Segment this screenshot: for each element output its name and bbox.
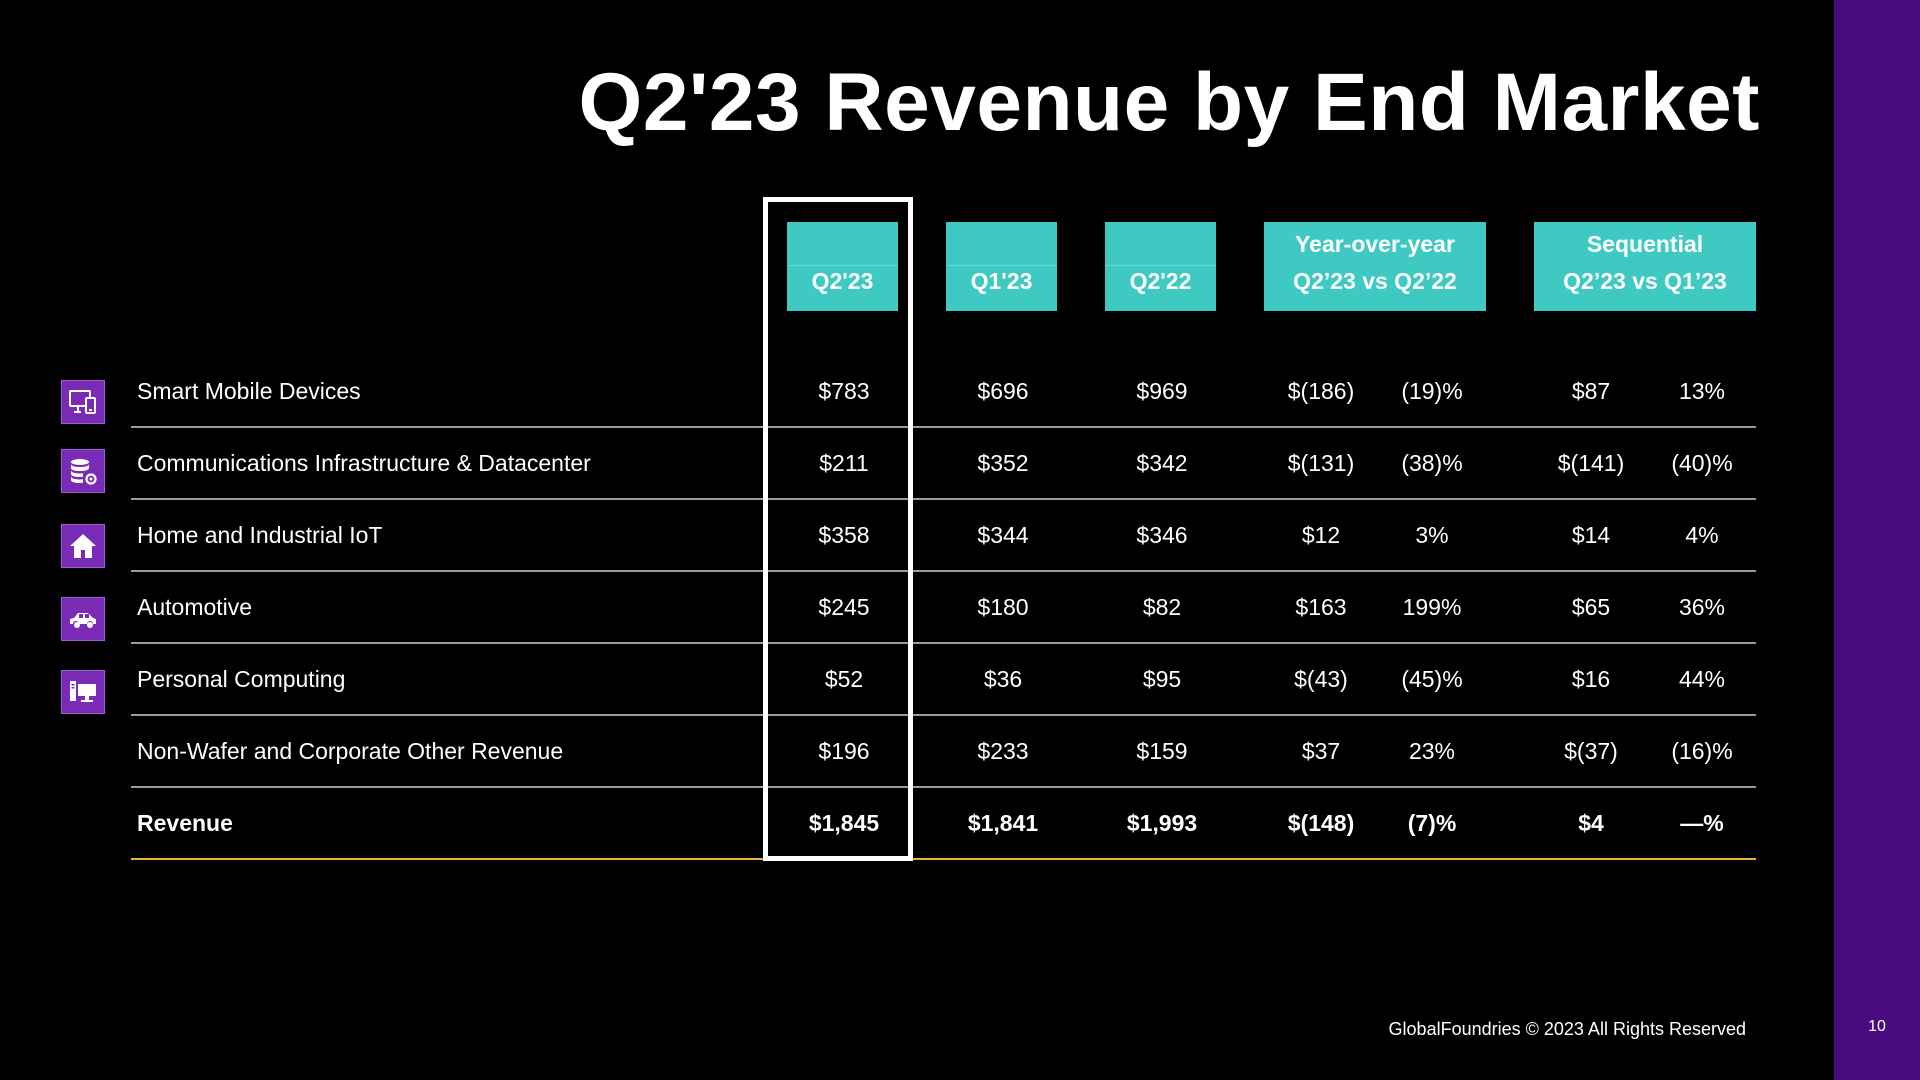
header-sequential-subtitle: Q2’23 vs Q1’23 (1563, 268, 1727, 294)
current-quarter-highlight (763, 197, 913, 861)
header-q1-23: Q1'23 (946, 222, 1057, 311)
cell-yoy-amount: $(148) (1287, 810, 1355, 836)
cell-seq-amount: $14 (1571, 522, 1611, 548)
row-divider (131, 714, 1756, 716)
cell-q2-23: $1,845 (808, 810, 880, 836)
desktop-computer-icon (61, 670, 105, 714)
table-row: Automotive $245 $180 $82 $163 199% $65 3… (0, 571, 1760, 644)
cell-q1-23: $696 (977, 378, 1029, 404)
total-underline (131, 858, 1756, 860)
row-label: Home and Industrial IoT (137, 522, 383, 548)
cell-q2-22: $82 (1142, 594, 1182, 620)
cell-seq-percent: 4% (1685, 522, 1719, 548)
cell-seq-percent: —% (1680, 810, 1724, 836)
header-yoy: Year-over-year Q2’23 vs Q2’22 (1264, 222, 1486, 311)
cell-q1-23: $180 (977, 594, 1029, 620)
cell-seq-amount: $65 (1571, 594, 1611, 620)
cell-yoy-percent: 199% (1402, 594, 1462, 620)
row-label: Automotive (137, 594, 253, 620)
cell-yoy-percent: 23% (1408, 738, 1456, 764)
cell-q2-22: $1,993 (1126, 810, 1198, 836)
cell-yoy-amount: $(43) (1294, 666, 1348, 692)
cell-q2-22: $159 (1136, 738, 1188, 764)
mobile-devices-icon (61, 380, 105, 424)
cell-q2-23: $245 (818, 594, 870, 620)
car-icon (61, 597, 105, 641)
table-row: Home and Industrial IoT $358 $344 $346 $… (0, 499, 1760, 572)
cell-yoy-percent: (45)% (1401, 666, 1463, 692)
cell-yoy-amount: $(131) (1287, 450, 1355, 476)
row-divider (131, 642, 1756, 644)
row-label: Communications Infrastructure & Datacent… (137, 450, 591, 476)
cell-q2-22: $95 (1142, 666, 1182, 692)
cell-q2-23: $358 (818, 522, 870, 548)
row-label: Personal Computing (137, 666, 346, 692)
cell-q2-22: $969 (1136, 378, 1188, 404)
header-sequential-title: Sequential (1586, 231, 1704, 257)
datacenter-icon (61, 449, 105, 493)
row-divider (131, 498, 1756, 500)
row-divider (131, 786, 1756, 788)
row-divider (131, 570, 1756, 572)
cell-seq-amount: $4 (1578, 810, 1604, 836)
page-number: 10 (1868, 1018, 1886, 1035)
cell-yoy-percent: (7)% (1407, 810, 1457, 836)
cell-q1-23: $36 (983, 666, 1023, 692)
table-row: Smart Mobile Devices $783 $696 $969 $(18… (0, 355, 1760, 428)
cell-q2-22: $346 (1136, 522, 1188, 548)
table-row: Personal Computing $52 $36 $95 $(43) (45… (0, 643, 1760, 716)
header-yoy-title: Year-over-year (1295, 231, 1455, 257)
header-yoy-subtitle: Q2’23 vs Q2’22 (1293, 268, 1457, 294)
cell-q2-23: $211 (819, 450, 869, 476)
header-sequential: Sequential Q2’23 vs Q1’23 (1534, 222, 1756, 311)
table-row: Non-Wafer and Corporate Other Revenue $1… (0, 715, 1760, 788)
cell-seq-percent: (16)% (1671, 738, 1733, 764)
cell-seq-amount: $87 (1571, 378, 1611, 404)
cell-seq-percent: (40)% (1671, 450, 1733, 476)
table-row-total: Revenue $1,845 $1,841 $1,993 $(148) (7)%… (0, 787, 1760, 860)
row-label: Revenue (137, 810, 233, 836)
cell-yoy-amount: $12 (1301, 522, 1341, 548)
cell-yoy-percent: (19)% (1401, 378, 1463, 404)
cell-seq-amount: $(141) (1557, 450, 1625, 476)
header-q2-23-label: Q2'23 (811, 268, 874, 294)
cell-q1-23: $344 (977, 522, 1029, 548)
cell-yoy-percent: 3% (1415, 522, 1449, 548)
cell-seq-percent: 36% (1678, 594, 1726, 620)
cell-seq-percent: 44% (1678, 666, 1726, 692)
slide-title: Q2'23 Revenue by End Market (578, 57, 1760, 148)
cell-q1-23: $1,841 (967, 810, 1039, 836)
sidebar-accent-bar (1834, 0, 1920, 1080)
cell-seq-amount: $16 (1571, 666, 1611, 692)
header-q2-22: Q2'22 (1105, 222, 1216, 311)
table-row: Communications Infrastructure & Datacent… (0, 427, 1760, 500)
home-icon (61, 524, 105, 568)
cell-seq-percent: 13% (1678, 378, 1726, 404)
cell-q1-23: $352 (977, 450, 1029, 476)
header-q1-23-label: Q1'23 (970, 268, 1033, 294)
cell-q2-22: $342 (1136, 450, 1188, 476)
header-q2-23: Q2'23 (787, 222, 898, 311)
row-label: Smart Mobile Devices (137, 378, 361, 404)
cell-yoy-amount: $163 (1295, 594, 1347, 620)
cell-q2-23: $52 (824, 666, 864, 692)
cell-seq-amount: $(37) (1564, 738, 1618, 764)
cell-yoy-amount: $37 (1301, 738, 1341, 764)
header-q2-22-label: Q2'22 (1129, 268, 1192, 294)
cell-yoy-amount: $(186) (1287, 378, 1355, 404)
cell-yoy-percent: (38)% (1401, 450, 1463, 476)
row-label: Non-Wafer and Corporate Other Revenue (137, 738, 564, 764)
cell-q2-23: $783 (818, 378, 870, 404)
row-divider (131, 426, 1756, 428)
copyright-notice: GlobalFoundries © 2023 All Rights Reserv… (1388, 1019, 1746, 1039)
cell-q1-23: $233 (977, 738, 1029, 764)
cell-q2-23: $196 (818, 738, 870, 764)
